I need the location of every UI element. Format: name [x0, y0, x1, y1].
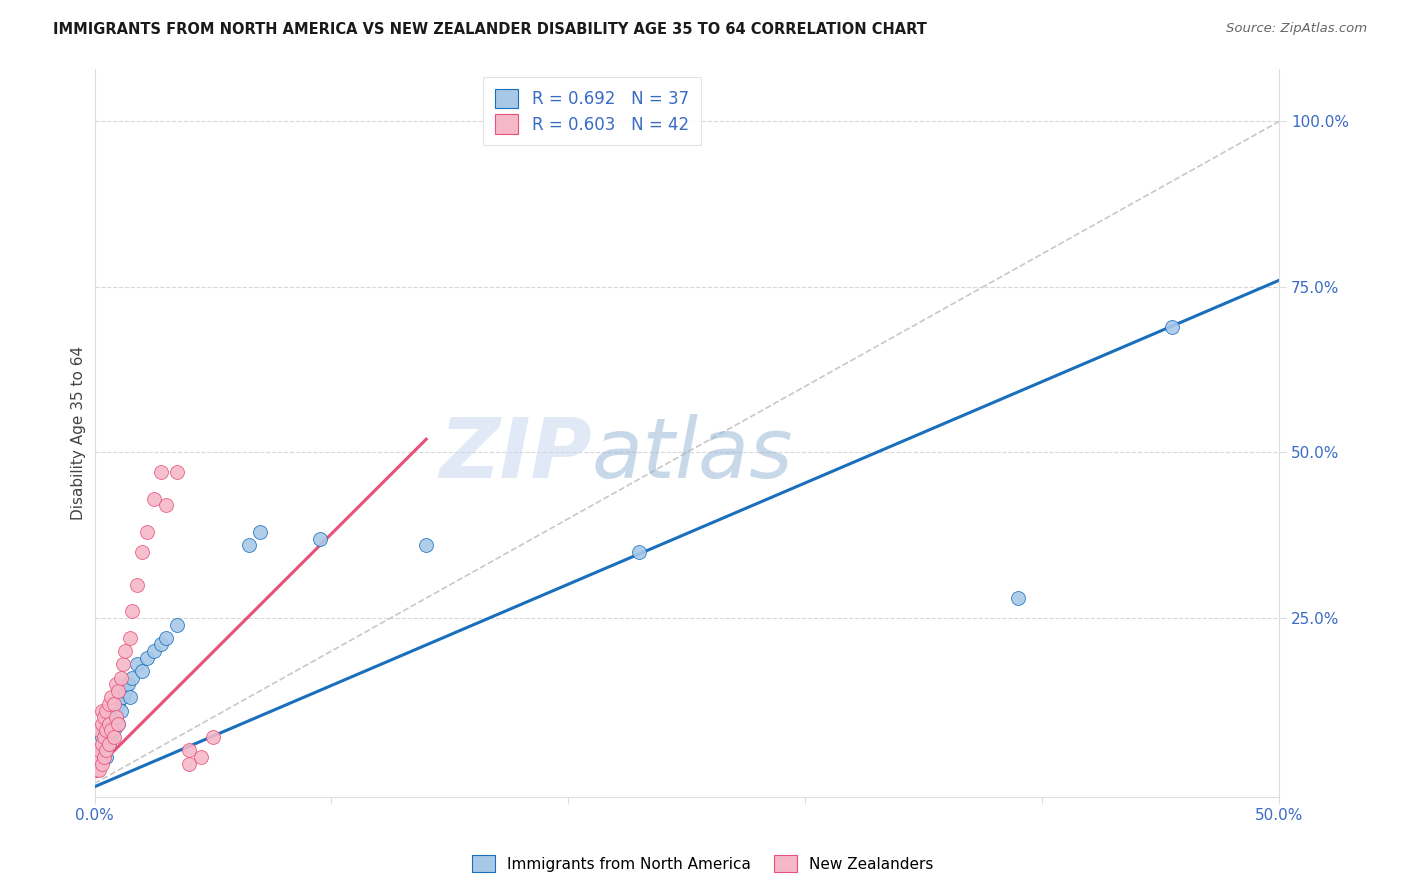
Point [110, 671, 132, 685]
Point [93, 750, 115, 764]
Point [111, 657, 134, 672]
Point [142, 644, 165, 658]
Point [131, 664, 153, 678]
Point [89, 756, 111, 771]
Point [1161, 319, 1184, 334]
Point [149, 466, 172, 480]
Point [190, 750, 212, 764]
Point [117, 677, 139, 691]
Point [96, 717, 118, 731]
Point [121, 604, 143, 618]
Point [93, 723, 115, 738]
Text: Source: ZipAtlas.com: Source: ZipAtlas.com [1226, 22, 1367, 36]
Text: ZIP: ZIP [440, 414, 592, 495]
Point [97, 710, 120, 724]
Point [97, 697, 120, 711]
Point [100, 723, 122, 738]
Point [100, 717, 122, 731]
Point [127, 657, 149, 672]
Point [89, 743, 111, 757]
Point [114, 683, 136, 698]
Legend: Immigrants from North America, New Zealanders: Immigrants from North America, New Zeala… [464, 847, 942, 880]
Point [90, 737, 112, 751]
Point [120, 690, 142, 705]
Point [107, 717, 129, 731]
Point [166, 466, 188, 480]
Point [179, 756, 201, 771]
Point [202, 730, 225, 744]
Point [628, 545, 651, 559]
Point [89, 763, 111, 777]
Point [100, 690, 122, 705]
Point [415, 538, 437, 552]
Point [155, 631, 177, 645]
Point [127, 578, 149, 592]
Point [93, 730, 115, 744]
Point [103, 723, 125, 738]
Point [97, 737, 120, 751]
Point [96, 743, 118, 757]
Point [93, 710, 115, 724]
Point [103, 730, 125, 744]
Point [107, 717, 129, 731]
Point [114, 644, 136, 658]
Point [131, 545, 153, 559]
Point [96, 737, 118, 751]
Point [107, 697, 129, 711]
Point [97, 737, 120, 751]
Point [90, 743, 112, 757]
Point [166, 617, 188, 632]
Point [249, 524, 271, 539]
Point [135, 524, 157, 539]
Point [97, 717, 120, 731]
Point [86, 763, 108, 777]
Point [96, 704, 118, 718]
Point [96, 750, 118, 764]
Point [89, 723, 111, 738]
Point [1007, 591, 1029, 606]
Text: IMMIGRANTS FROM NORTH AMERICA VS NEW ZEALANDER DISABILITY AGE 35 TO 64 CORRELATI: IMMIGRANTS FROM NORTH AMERICA VS NEW ZEA… [53, 22, 928, 37]
Point [90, 730, 112, 744]
Point [103, 697, 125, 711]
Point [142, 491, 165, 506]
Point [90, 704, 112, 718]
Point [308, 532, 330, 546]
Point [107, 683, 129, 698]
Point [155, 499, 177, 513]
Y-axis label: Disability Age 35 to 64: Disability Age 35 to 64 [72, 345, 86, 520]
Point [111, 690, 134, 705]
Text: atlas: atlas [592, 414, 793, 495]
Point [90, 717, 112, 731]
Point [121, 671, 143, 685]
Point [90, 756, 112, 771]
Point [104, 677, 127, 691]
Point [93, 750, 115, 764]
Point [120, 631, 142, 645]
Legend: R = 0.692   N = 37, R = 0.603   N = 42: R = 0.692 N = 37, R = 0.603 N = 42 [484, 77, 700, 145]
Point [238, 538, 260, 552]
Point [179, 743, 201, 757]
Point [100, 730, 122, 744]
Point [86, 750, 108, 764]
Point [103, 697, 125, 711]
Point [104, 710, 127, 724]
Point [110, 704, 132, 718]
Point [149, 637, 172, 651]
Point [96, 723, 118, 738]
Point [135, 650, 157, 665]
Point [104, 710, 127, 724]
